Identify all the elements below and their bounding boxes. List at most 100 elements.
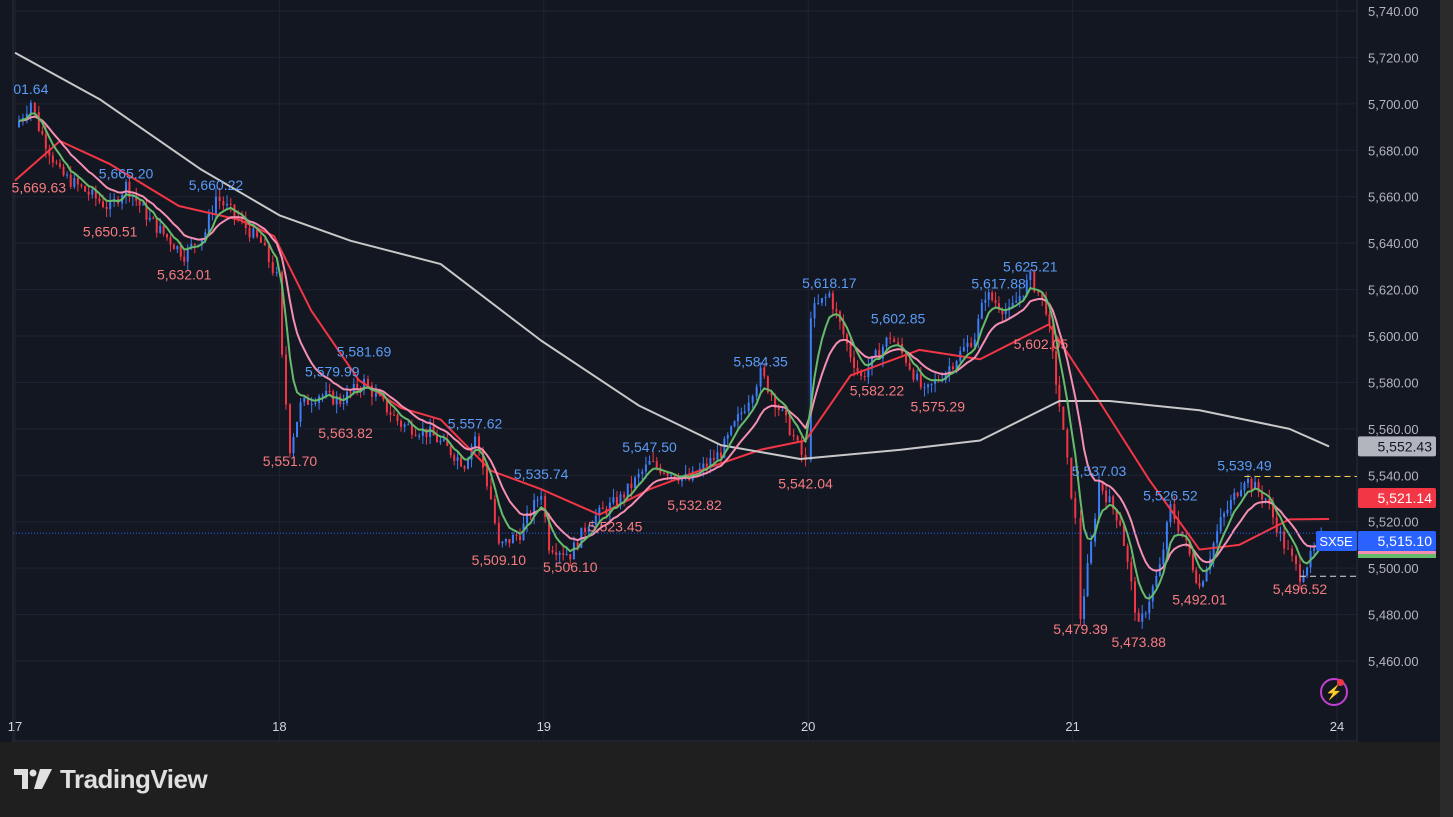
candle-body [856,367,859,372]
candle-body [172,244,175,250]
candle-body [76,178,79,185]
price-chart[interactable]: 5,460.00 5,480.00 5,500.00 5,520.00 5,540.00… [0,0,1440,742]
candle-body [885,337,888,347]
x-tick-label: 24 [1330,719,1344,734]
candle-body [169,237,172,245]
y-tick-label: 5,680.00 [1368,143,1419,158]
candle-body [29,102,32,114]
symbol-tag: SX5E [1319,534,1353,549]
candle-body [1130,561,1133,582]
candle-body [179,246,182,257]
candle-body [630,483,633,489]
candle-body [619,494,622,506]
candle-body [677,478,680,482]
candle-body [984,299,987,303]
candle-body [1098,481,1101,519]
candle-body [152,217,155,219]
candle-body [970,342,973,347]
candle-body [1181,531,1184,536]
high-label: 5,581.69 [337,344,392,360]
high-label: 5,547.50 [622,439,677,455]
candle-body [655,461,658,468]
candle-body [987,292,990,300]
chart-pane[interactable] [0,0,1440,742]
candle-body [558,553,561,555]
candle-body [927,384,930,388]
candle-body [853,357,856,368]
candle-body [33,102,36,113]
high-label: 5,537.03 [1072,463,1127,479]
candle-body [218,196,221,202]
candle-body [591,524,594,528]
candle-body [897,341,900,344]
candle-body [1090,541,1093,564]
candle-body [1257,482,1260,492]
candle-body [1122,525,1125,546]
y-tick-label: 5,640.00 [1368,236,1419,251]
candle-body [1070,457,1073,499]
price-scale-label: 5,521.14 [1378,490,1433,506]
y-tick-label: 5,600.00 [1368,329,1419,344]
candle-body [342,403,345,405]
lightning-icon[interactable]: ⚡ [1320,678,1348,706]
candle-body [962,347,965,352]
candle-body [105,207,108,210]
candle-body [766,376,769,393]
y-tick-label: 5,560.00 [1368,422,1419,437]
candle-body [385,399,388,413]
candle-body [533,499,536,517]
candle-body [587,527,590,533]
candle-body [540,496,543,500]
ma_slow-line [14,139,1330,551]
candle-body [504,539,507,542]
price-scale-label-bg [1358,531,1436,551]
candle-body [1169,504,1172,523]
y-tick-label: 5,540.00 [1368,468,1419,483]
price-scale-label-bg [1358,488,1436,508]
candle-body [817,302,820,304]
candle-body [356,383,359,391]
candle-body [1029,271,1032,281]
candle-body [396,414,399,421]
candle-body [204,232,207,239]
candle-body [626,483,629,498]
candle-body [733,421,736,427]
candle-body [878,350,881,359]
candle-body [69,174,72,187]
candle-body [565,554,568,556]
candle-body [80,184,83,187]
candle-body [1212,543,1215,559]
candle-body [453,455,456,461]
candle-body [544,496,547,517]
candle-body [912,369,915,380]
candle-body [470,446,473,460]
low-label: 5,542.04 [778,476,833,492]
candle-body [994,300,997,304]
candle-body [562,553,565,555]
candle-body [474,436,477,447]
high-label: 5,665.20 [99,166,154,182]
candle-body [449,446,452,456]
candle-body [1313,548,1316,551]
candle-body [128,181,131,197]
candle-body [930,383,933,385]
y-tick-label: 5,500.00 [1368,561,1419,576]
candle-body [288,404,291,454]
candle-body [125,181,128,195]
candle-body [1112,496,1115,510]
candle-body [1191,554,1194,571]
candle-body [1137,612,1140,622]
candle-body [339,396,342,405]
candle-body [1264,498,1267,500]
candle-body [809,318,812,461]
candle-body [551,550,554,553]
candle-body [214,196,217,214]
candle-body [934,379,937,384]
candle-body [145,204,148,220]
candle-body [800,440,803,455]
tradingview-logo[interactable]: TradingView [14,764,208,795]
candle-body [1051,325,1054,352]
low-label: 5,602.05 [1014,336,1069,352]
candle-body [493,499,496,523]
candle-body [770,392,773,396]
